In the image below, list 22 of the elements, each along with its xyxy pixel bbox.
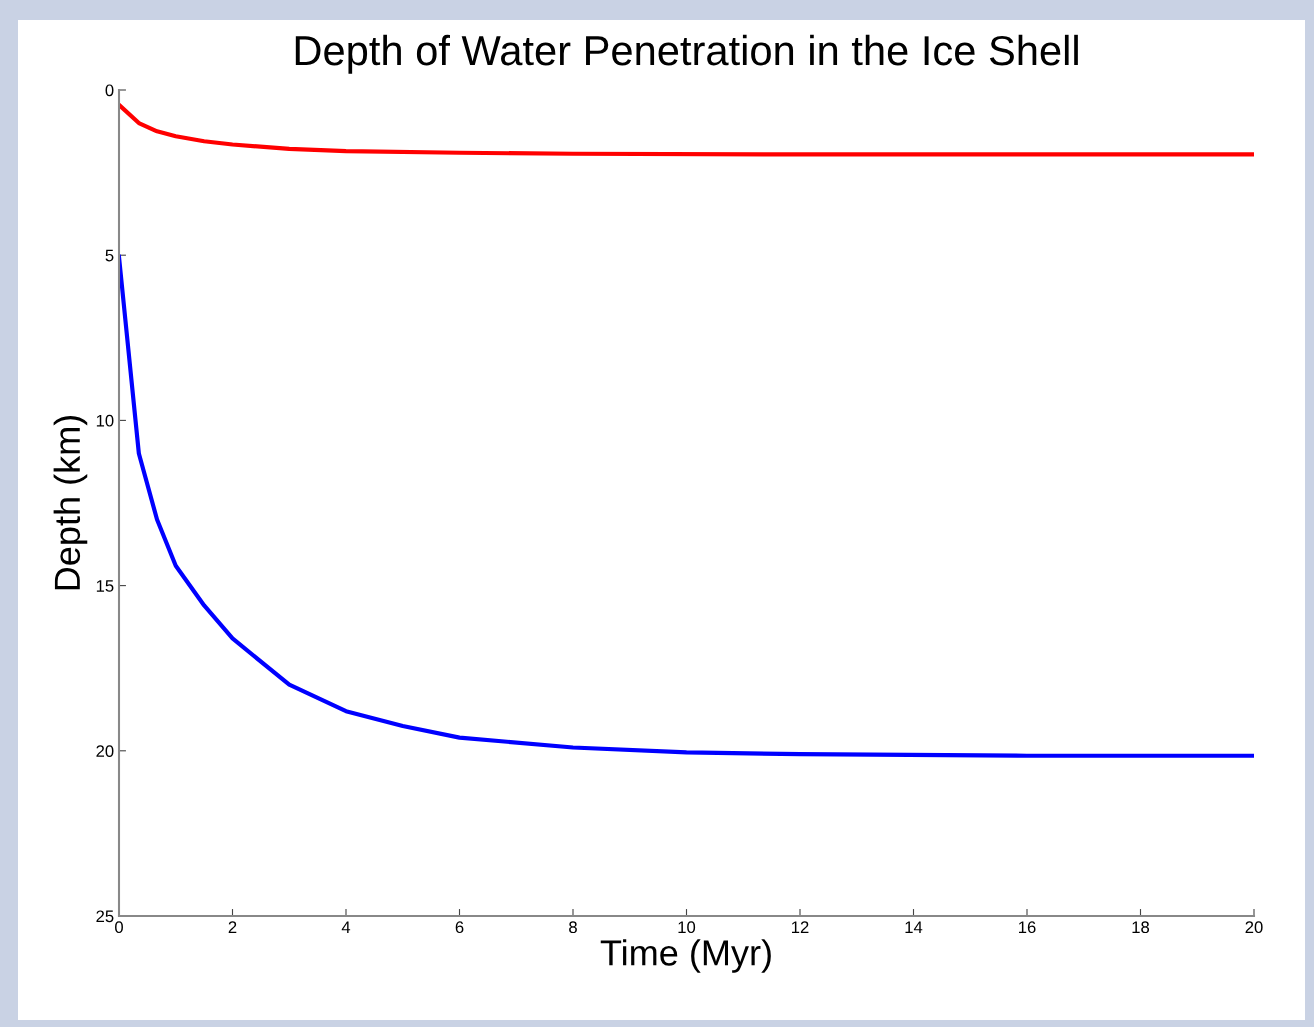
x-tick-label: 0: [115, 921, 123, 934]
x-axis-title: Time (Myr): [600, 939, 771, 973]
x-tick-label: 6: [455, 921, 464, 934]
y-tick-label: 20: [96, 745, 114, 757]
line-series: [119, 254, 1254, 758]
y-axis-title: Depth (km): [53, 415, 88, 590]
x-tick-label: 14: [905, 921, 923, 933]
y-tick-label: 25: [96, 910, 114, 923]
y-tick-label: 0: [105, 84, 114, 97]
x-tick-label: 20: [1245, 921, 1263, 934]
x-tick-label: 8: [569, 921, 577, 934]
y-tick-label: 5: [105, 249, 114, 262]
x-tick-label: 2: [228, 921, 237, 933]
x-tick-label: 18: [1132, 921, 1150, 934]
x-tick-label: 12: [792, 921, 809, 933]
y-tick-label: 15: [96, 580, 114, 592]
y-tick-label: 10: [96, 414, 114, 427]
x-tick-label: 16: [1019, 921, 1036, 934]
x-tick-label: 4: [341, 921, 351, 933]
x-tick-label: 10: [678, 921, 696, 934]
chart-title: Depth of Water Penetration in the Ice Shell: [295, 34, 1078, 74]
line-series: [119, 102, 1254, 157]
